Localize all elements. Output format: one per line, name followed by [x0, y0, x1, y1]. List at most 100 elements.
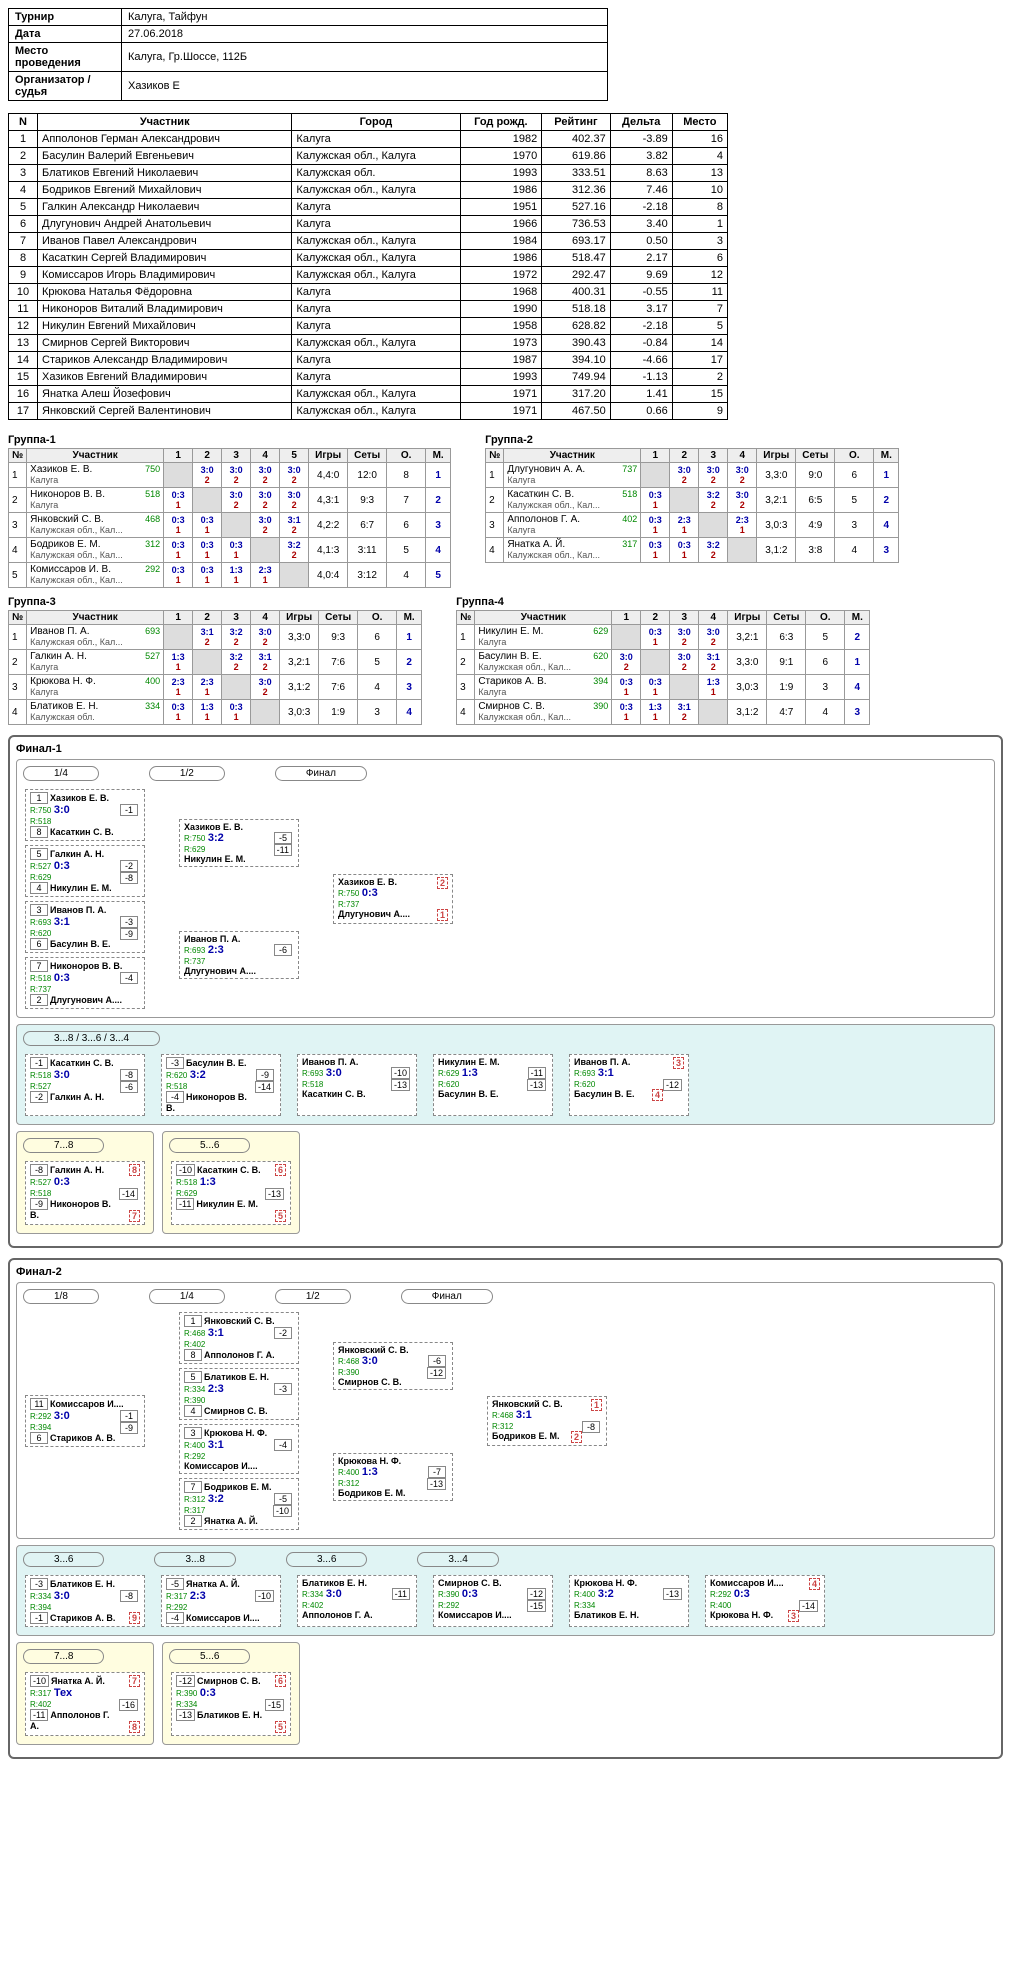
cell-score: 3:02 [222, 463, 251, 488]
col-name: Участник [475, 611, 612, 625]
cell-games: 3,3:0 [728, 650, 767, 675]
cell-score: 3:02 [280, 488, 309, 513]
table-row: 11 Никоноров Виталий Владимирович Калуга… [9, 301, 728, 318]
cell-n: 4 [457, 700, 475, 725]
cell-diag [193, 650, 222, 675]
cell-score: 0:31 [641, 538, 670, 563]
cell-games: 3,1:2 [728, 700, 767, 725]
cell-rating: 402.37 [542, 131, 610, 148]
cell-city: Калуга [292, 199, 460, 216]
col-m: М. [426, 449, 451, 463]
cell-name: Крюкова Наталья Фёдоровна [38, 284, 292, 301]
cell-n: 1 [9, 463, 27, 488]
cell-score: 3:02 [251, 463, 280, 488]
cell-city: Калуга [292, 318, 460, 335]
cell-score: 0:31 [164, 538, 193, 563]
match-box: Комиссаров И....4 R:292 0:3 R:400-14 Крю… [705, 1575, 825, 1627]
cell-n: 5 [9, 199, 38, 216]
col-games: Игры [280, 611, 319, 625]
cell-place: 7 [672, 301, 727, 318]
col-round: 3 [222, 611, 251, 625]
cell-score: 3:02 [670, 463, 699, 488]
col-round: 3 [699, 449, 728, 463]
cell-score: 1:31 [164, 650, 193, 675]
cell-games: 3,1:2 [757, 538, 796, 563]
cell-place: 16 [672, 131, 727, 148]
cell-diag [641, 650, 670, 675]
col-m: М. [845, 611, 870, 625]
cell-year: 1987 [460, 352, 542, 369]
cell-score: 1:31 [699, 675, 728, 700]
cell-year: 1958 [460, 318, 542, 335]
group-table: № Участник12345 Игры Сеты О. М. 1 Хазико… [8, 448, 451, 588]
table-row: 7 Иванов Павел Александрович Калужская о… [9, 233, 728, 250]
match-box: -10Янатка А. Й.7 R:317 Тех R:402-16 -11А… [25, 1672, 145, 1736]
cell-games: 4,0:4 [309, 563, 348, 588]
cell-m: 1 [397, 625, 422, 650]
cell-score: 3:02 [251, 488, 280, 513]
cell-n: 6 [9, 216, 38, 233]
cell-delta: 3.17 [610, 301, 672, 318]
cell-o: 5 [835, 488, 874, 513]
cell-name: Басулин Валерий Евгеньевич [38, 148, 292, 165]
cell-rating: 619.86 [542, 148, 610, 165]
table-row: 2 Басулин Валерий Евгеньевич Калужская о… [9, 148, 728, 165]
cell-year: 1971 [460, 403, 542, 420]
group-title: Группа-2 [485, 434, 899, 446]
cell-player: Иванов П. А.693Калужская обл., Кал... [27, 625, 164, 650]
info-table: ТурнирКалуга, Тайфун Дата27.06.2018 Мест… [8, 8, 608, 101]
round-label: 3...8 [154, 1552, 235, 1567]
cell-name: Апполонов Герман Александрович [38, 131, 292, 148]
cell-player: Хазиков Е. В.750Калуга [27, 463, 164, 488]
cell-o: 6 [806, 650, 845, 675]
col-o: О. [806, 611, 845, 625]
cell-delta: 7.46 [610, 182, 672, 199]
cell-sets: 6:3 [767, 625, 806, 650]
col-n: № [9, 611, 27, 625]
final-bracket: Финал-1 1/41/2Финал 1Хазиков Е. В. R:750… [8, 735, 1003, 1248]
group-row: 1 Никулин Е. М.629Калуга 0:313:023:02 3,… [457, 625, 870, 650]
val-org: Хазиков Е [122, 72, 608, 101]
cell-name: Касаткин Сергей Владимирович [38, 250, 292, 267]
cell-m: 3 [426, 513, 451, 538]
table-row: 10 Крюкова Наталья Фёдоровна Калуга 1968… [9, 284, 728, 301]
match-box: Янковский С. В.1 R:468 3:1 R:312-8 Бодри… [487, 1396, 607, 1446]
val-date: 27.06.2018 [122, 26, 608, 43]
cell-year: 1971 [460, 386, 542, 403]
cell-year: 1968 [460, 284, 542, 301]
cell-n: 3 [9, 165, 38, 182]
col-rating: Рейтинг [542, 114, 610, 131]
cell-name: Янатка Алеш Йозефович [38, 386, 292, 403]
col-round: 4 [699, 611, 728, 625]
cell-score: 1:31 [193, 700, 222, 725]
group-title: Группа-1 [8, 434, 451, 446]
cell-city: Калуга [292, 284, 460, 301]
round-label: 1/2 [149, 766, 225, 781]
cell-sets: 9:1 [767, 650, 806, 675]
table-row: 9 Комиссаров Игорь Владимирович Калужска… [9, 267, 728, 284]
table-row: 1 Апполонов Герман Александрович Калуга … [9, 131, 728, 148]
cell-player: Бодриков Е. М.312Калужская обл., Кал... [27, 538, 164, 563]
match-box: -3Басулин В. Е. R:620 3:2-9 R:518-14 -4Н… [161, 1054, 281, 1116]
table-row: 17 Янковский Сергей Валентинович Калужск… [9, 403, 728, 420]
cell-diag [222, 513, 251, 538]
cell-score: 3:22 [699, 488, 728, 513]
table-row: 12 Никулин Евгений Михайлович Калуга 195… [9, 318, 728, 335]
cell-n: 1 [9, 625, 27, 650]
cell-city: Калужская обл., Калуга [292, 267, 460, 284]
cell-player: Комиссаров И. В.292Калужская обл., Кал..… [27, 563, 164, 588]
cell-score: 3:12 [193, 625, 222, 650]
cell-m: 2 [874, 488, 899, 513]
cell-city: Калуга [292, 301, 460, 318]
cell-sets: 9:3 [348, 488, 387, 513]
round-label: 1/2 [275, 1289, 351, 1304]
cell-m: 3 [397, 675, 422, 700]
cell-player: Янковский С. В.468Калужская обл., Кал... [27, 513, 164, 538]
group-row: 3 Стариков А. В.394Калуга 0:310:311:31 3… [457, 675, 870, 700]
cell-score: 1:31 [641, 700, 670, 725]
cell-city: Калужская обл., Калуга [292, 233, 460, 250]
round-label: 1/4 [149, 1289, 225, 1304]
col-round: 2 [641, 611, 670, 625]
cell-place: 11 [672, 284, 727, 301]
match-box: -5Янатка А. Й. R:317 2:3-10 R:292 -4Коми… [161, 1575, 281, 1627]
